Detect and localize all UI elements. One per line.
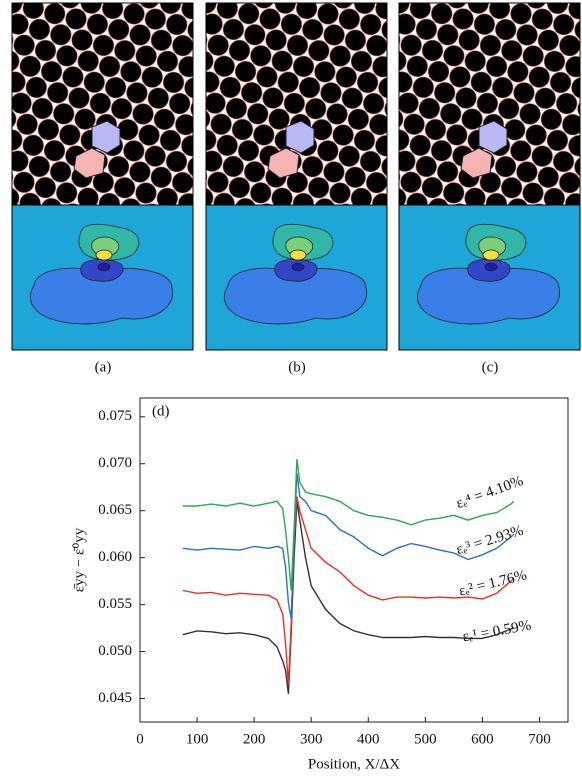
series-line — [182, 458, 515, 591]
series-label: εₑ³ = 2.93% — [454, 523, 525, 559]
x-tick-label: 700 — [528, 731, 551, 747]
series-label: εₑ¹ = 0.59% — [461, 618, 532, 646]
chart-panel-label: (d) — [152, 403, 170, 419]
series-line — [182, 473, 515, 619]
y-tick-label: 0.065 — [98, 502, 132, 518]
x-tick-label: 300 — [300, 731, 323, 747]
panel-label: (b) — [288, 359, 306, 375]
panel-label: (c) — [482, 359, 499, 375]
plot-frame — [139, 397, 569, 723]
x-tick-label: 200 — [243, 731, 266, 747]
x-tick-label: 0 — [136, 731, 144, 747]
series-label: εₑ⁴ = 4.10% — [454, 473, 525, 512]
x-tick-label: 400 — [357, 731, 380, 747]
panel-label: (a) — [95, 359, 112, 375]
y-tick-label: 0.045 — [98, 690, 132, 706]
series-line — [182, 496, 515, 685]
y-tick-label: 0.050 — [98, 643, 132, 659]
y-tick-label: 0.060 — [98, 549, 132, 565]
series-line — [182, 501, 515, 694]
y-tick-label: 0.055 — [98, 596, 132, 612]
y-tick-label: 0.070 — [98, 455, 132, 471]
x-axis-label: Position, X/ΔX — [308, 756, 400, 772]
x-tick-label: 500 — [414, 731, 437, 747]
x-tick-label: 600 — [471, 731, 494, 747]
y-axis-label: ε̄yy − ε̄⁰yy — [71, 527, 87, 592]
x-tick-label: 100 — [186, 731, 209, 747]
y-tick-label: 0.075 — [98, 408, 132, 424]
